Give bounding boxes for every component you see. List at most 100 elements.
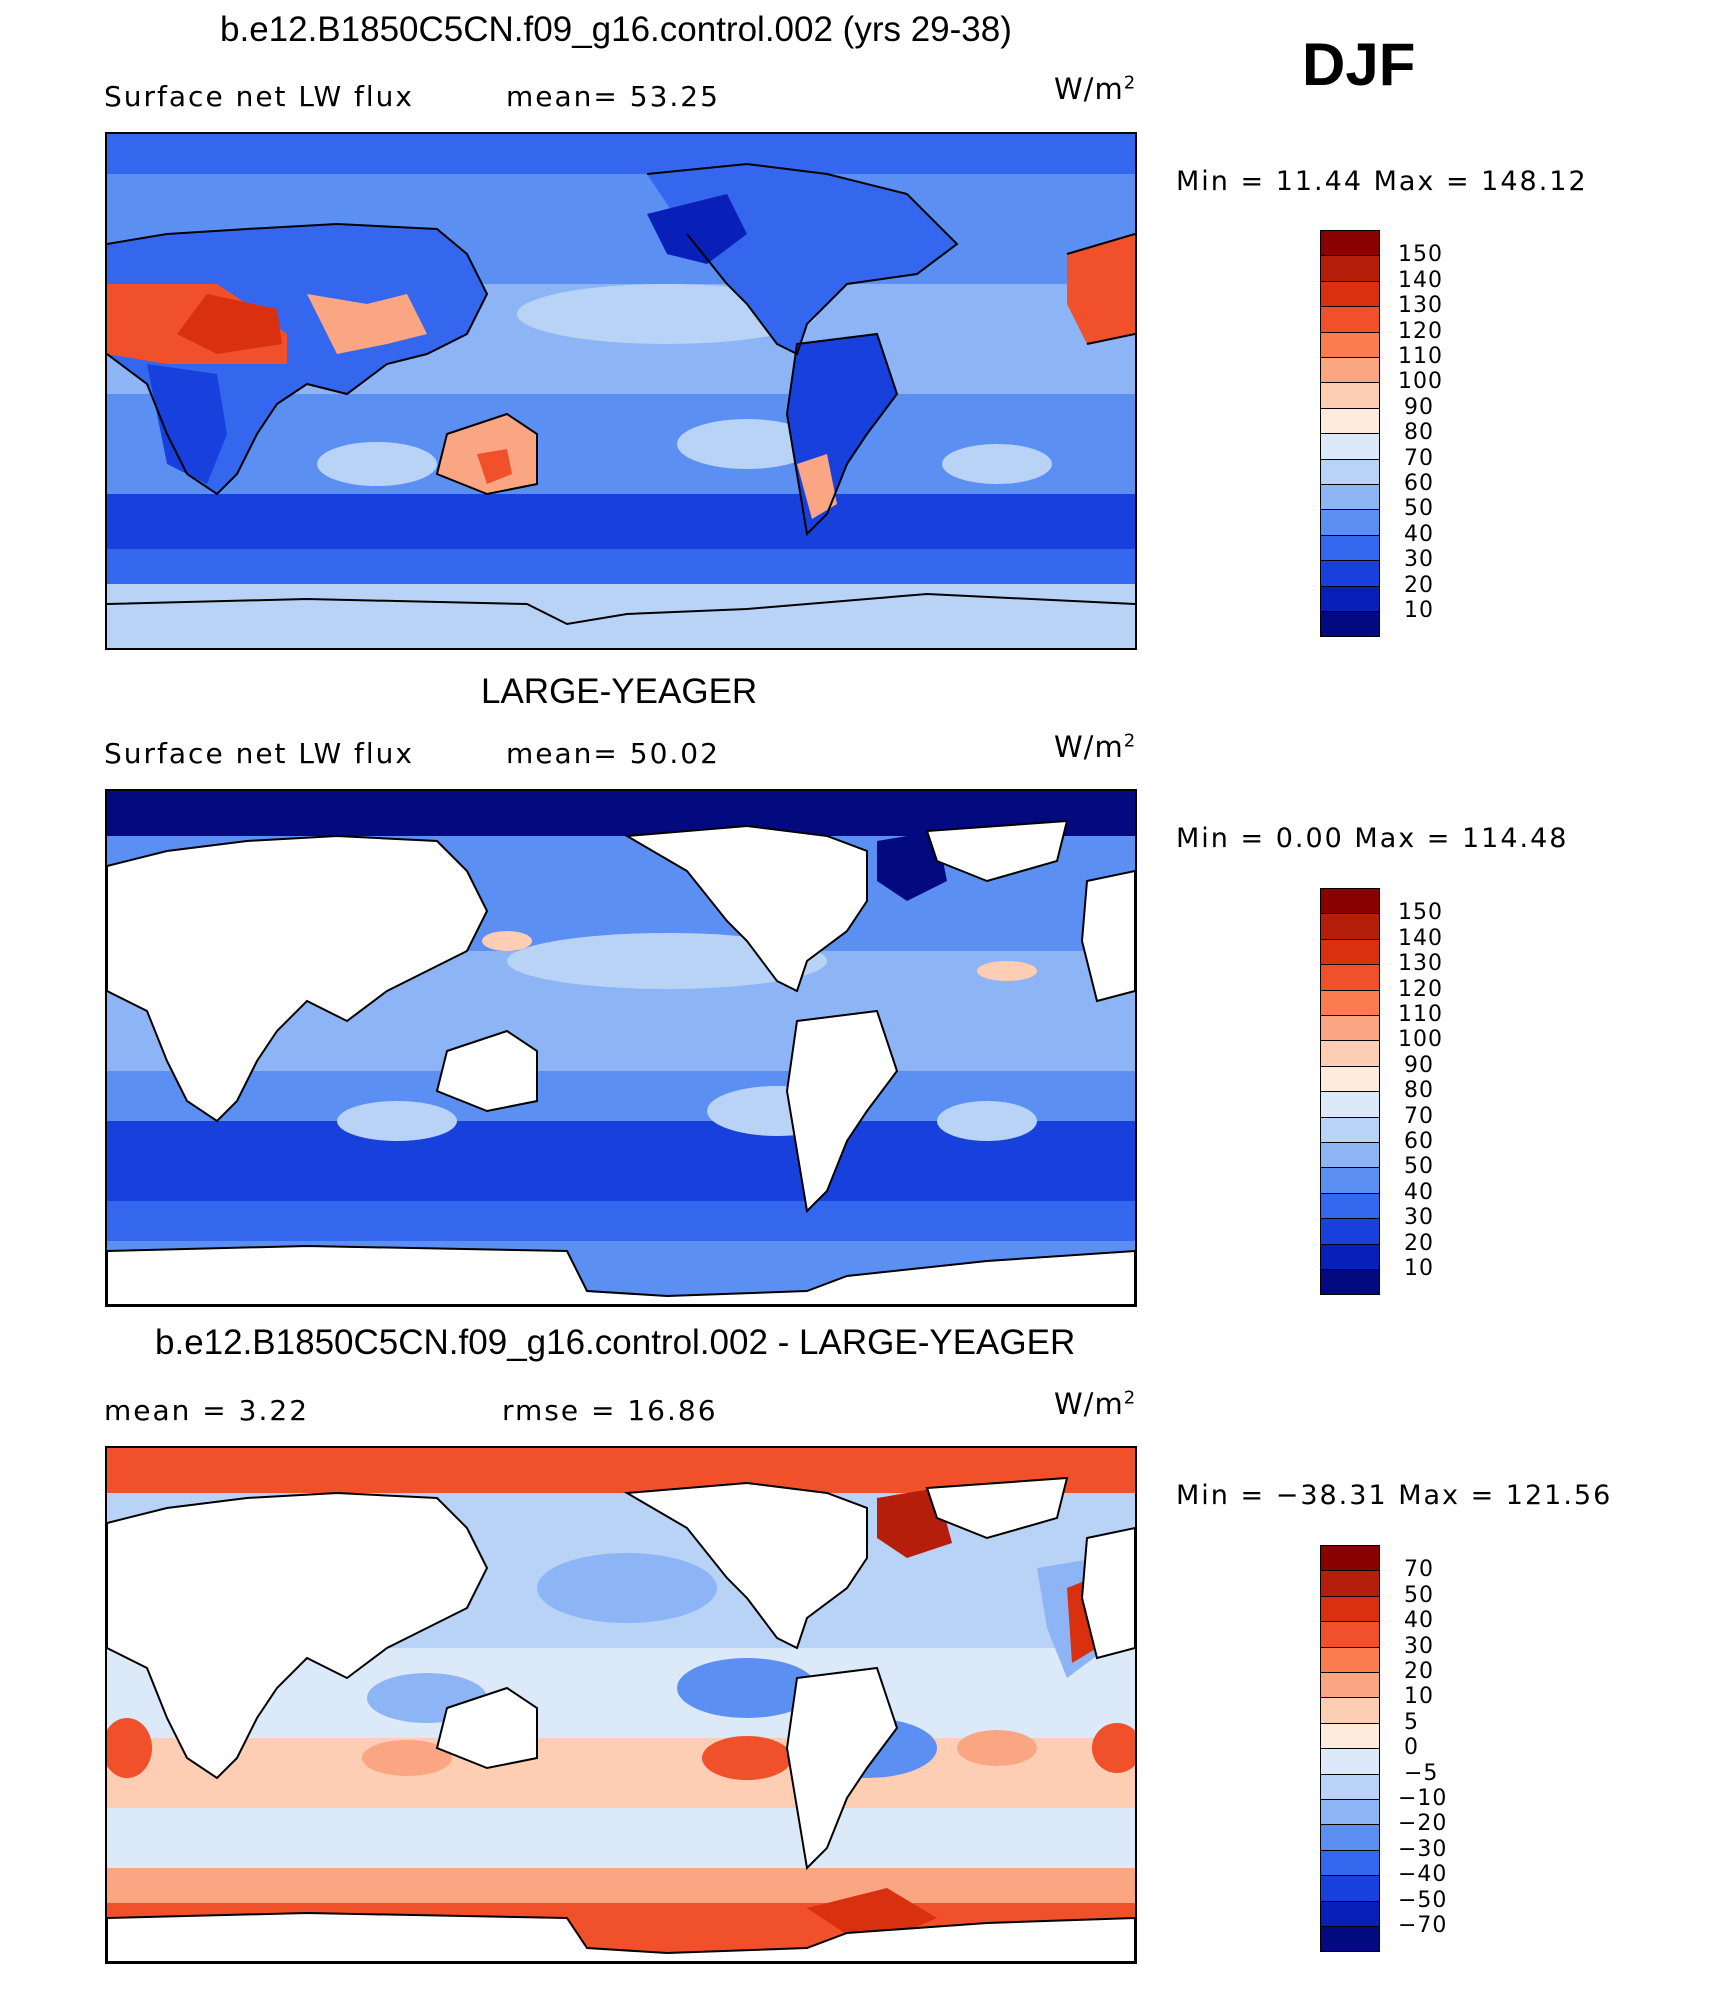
panel-3-minmax: Min = −38.31 Max = 121.56 <box>1176 1480 1613 1511</box>
colorbar-tick-label: 30 <box>1404 1633 1434 1659</box>
colorbar-tick-label: 20 <box>1404 572 1434 598</box>
colorbar-tick-label: 50 <box>1404 1582 1434 1608</box>
colorbar-swatch <box>1320 1849 1380 1877</box>
colorbar-swatch <box>1320 1722 1380 1750</box>
panel-1-title: b.e12.B1850C5CN.f09_g16.control.002 (yrs… <box>220 10 1012 49</box>
panel-3-rmse-label: rmse = 16.86 <box>502 1394 718 1427</box>
colorbar-swatch <box>1320 888 1380 915</box>
colorbar-swatch <box>1320 611 1380 638</box>
colorbar-tick-label: 10 <box>1404 598 1434 623</box>
colorbar-tick-label: 80 <box>1404 420 1434 446</box>
colorbar-tick-label: 70 <box>1404 1557 1434 1583</box>
colorbar-swatch <box>1320 433 1380 460</box>
colorbar-tick-label: 5 <box>1404 1709 1419 1735</box>
colorbar-tick-label: 0 <box>1404 1735 1419 1761</box>
colorbar-tick-label: 60 <box>1404 1129 1434 1154</box>
colorbar-tick-label: 130 <box>1398 293 1443 319</box>
colorbar-swatch <box>1320 484 1380 511</box>
colorbar-swatch <box>1320 989 1380 1016</box>
colorbar-swatch <box>1320 1646 1380 1673</box>
colorbar-swatch <box>1320 255 1380 282</box>
colorbar-swatch <box>1320 458 1380 485</box>
colorbar-swatch <box>1320 560 1380 587</box>
colorbar-tick-label: 110 <box>1398 1002 1443 1027</box>
colorbar-tick-label: 90 <box>1404 394 1434 420</box>
colorbar-swatch <box>1320 280 1380 308</box>
colorbar-tick-label: 100 <box>1398 1027 1443 1053</box>
colorbar-swatch <box>1320 1142 1380 1169</box>
colorbar-tick-label: 10 <box>1404 1684 1434 1710</box>
colorbar-tick-label: 80 <box>1404 1078 1434 1104</box>
colorbar-tick-label: 70 <box>1404 1103 1434 1129</box>
colorbar-tick-label: 50 <box>1404 496 1434 522</box>
colorbar-swatch <box>1320 964 1380 991</box>
colorbar-swatch <box>1320 1065 1380 1093</box>
colorbar-tick-label: 60 <box>1404 471 1434 496</box>
colorbar-tick-label: 100 <box>1398 369 1443 395</box>
panel-1-variable-label: Surface net LW flux <box>104 80 414 113</box>
colorbar-tick-label: 70 <box>1404 445 1434 471</box>
colorbar-tick-label: −5 <box>1404 1760 1439 1786</box>
colorbar-swatch <box>1320 938 1380 966</box>
panel-1-units: W/m2 <box>1054 72 1137 106</box>
colorbar-swatch <box>1320 331 1380 358</box>
panel-3-mean-label: mean = 3.22 <box>104 1394 310 1427</box>
colorbar-tick-label: −30 <box>1398 1836 1448 1862</box>
colorbar-tick-label: 140 <box>1398 267 1443 293</box>
colorbar-swatch <box>1320 1900 1380 1927</box>
colorbar-swatch <box>1320 585 1380 612</box>
colorbar-tick-label: 30 <box>1404 1205 1434 1231</box>
panel-3-colorbar: 70 50 40 30 20 10 5 0 −5 −10 −20 −30 −40 −50 −70 <box>1320 1545 1446 1953</box>
colorbar-swatch <box>1320 1015 1380 1042</box>
colorbar-swatch <box>1320 509 1380 536</box>
panel-3-map <box>105 1446 1137 1964</box>
colorbar-swatch <box>1320 1672 1380 1699</box>
colorbar-tick-label: 30 <box>1404 547 1434 573</box>
colorbar-swatch <box>1320 1824 1380 1851</box>
season-label: DJF <box>1302 31 1416 98</box>
panel-2-mean-label: mean= 50.02 <box>506 737 720 770</box>
colorbar-tick-label: 10 <box>1404 1256 1434 1281</box>
colorbar-tick-label: 150 <box>1398 242 1443 268</box>
colorbar-swatch <box>1320 230 1380 257</box>
colorbar-tick-label: −50 <box>1398 1887 1448 1913</box>
colorbar-tick-label: 140 <box>1398 925 1443 951</box>
colorbar-tick-label: −40 <box>1398 1862 1448 1888</box>
colorbar-swatch <box>1320 1167 1380 1194</box>
colorbar-swatch <box>1320 1773 1380 1800</box>
colorbar-tick-label: 150 <box>1398 900 1443 926</box>
colorbar-swatch <box>1320 382 1380 409</box>
colorbar-swatch <box>1320 1697 1380 1724</box>
colorbar-tick-label: 120 <box>1398 976 1443 1002</box>
colorbar-tick-label: 20 <box>1404 1230 1434 1256</box>
colorbar-tick-label: 20 <box>1404 1659 1434 1684</box>
colorbar-swatch <box>1320 1545 1380 1572</box>
panel-1-colorbar: 150 140 130 120 110 100 90 80 70 60 50 40 30 20 10 <box>1320 230 1442 638</box>
colorbar-swatch <box>1320 1595 1380 1623</box>
colorbar-tick-label: −10 <box>1398 1786 1448 1811</box>
colorbar-tick-label: 120 <box>1398 318 1443 344</box>
colorbar-tick-label: 90 <box>1404 1052 1434 1078</box>
colorbar-swatch <box>1320 357 1380 384</box>
colorbar-swatch <box>1320 1799 1380 1826</box>
colorbar-tick-label: 50 <box>1404 1154 1434 1180</box>
colorbar-tick-label: 40 <box>1404 1608 1434 1634</box>
panel-1-map <box>105 132 1137 650</box>
colorbar-swatch <box>1320 1570 1380 1597</box>
colorbar-swatch <box>1320 1040 1380 1067</box>
colorbar-swatch <box>1320 1748 1380 1775</box>
panel-1-minmax: Min = 11.44 Max = 148.12 <box>1176 166 1588 197</box>
colorbar-swatch <box>1320 1091 1380 1118</box>
colorbar-swatch <box>1320 1243 1380 1270</box>
colorbar-swatch <box>1320 913 1380 940</box>
colorbar-tick-label: −20 <box>1398 1811 1448 1837</box>
panel-2-minmax: Min = 0.00 Max = 114.48 <box>1176 823 1569 854</box>
panel-1-mean-label: mean= 53.25 <box>506 80 720 113</box>
colorbar-tick-label: 110 <box>1398 344 1443 369</box>
colorbar-swatch <box>1320 1218 1380 1245</box>
colorbar-swatch <box>1320 1116 1380 1143</box>
colorbar-tick-label: 130 <box>1398 951 1443 977</box>
colorbar-swatch <box>1320 1269 1380 1296</box>
colorbar-swatch <box>1320 306 1380 333</box>
panel-2-units: W/m2 <box>1054 730 1137 764</box>
